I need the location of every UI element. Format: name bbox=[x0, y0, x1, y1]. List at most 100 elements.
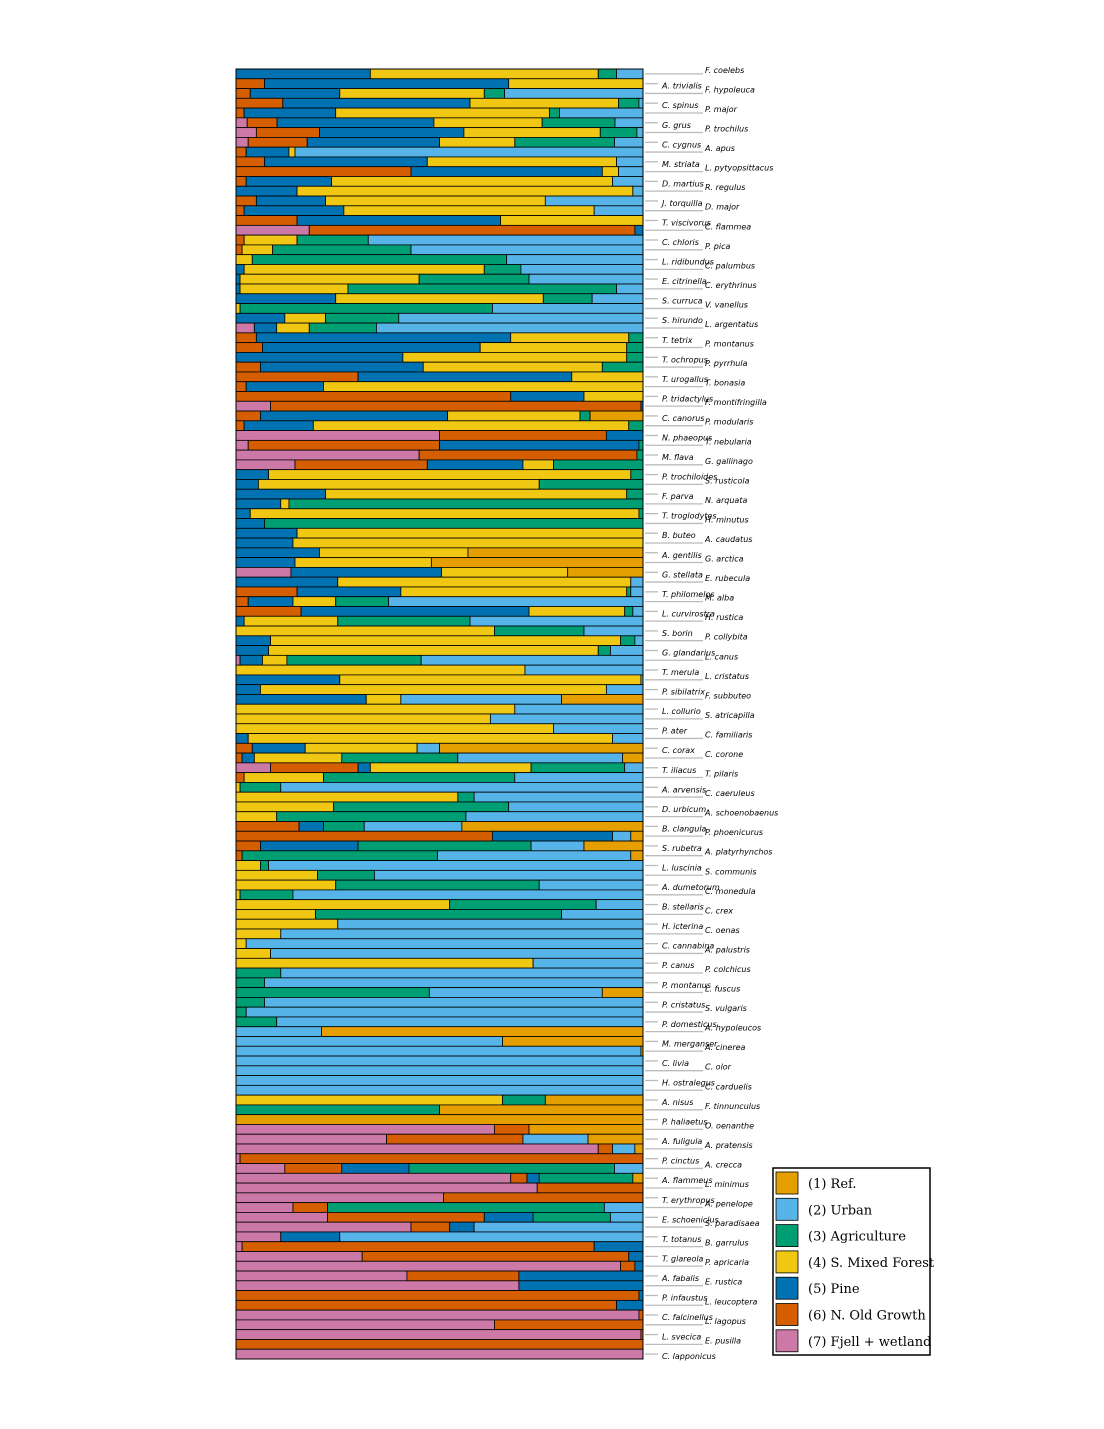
bar-segment bbox=[583, 625, 644, 637]
bar-segment bbox=[599, 127, 638, 138]
legend-label: (1) Ref. bbox=[808, 1177, 857, 1192]
bar-segment bbox=[335, 879, 540, 891]
bar-segment bbox=[616, 68, 644, 80]
bar-segment bbox=[235, 166, 412, 177]
species-label: P. modularis bbox=[705, 418, 753, 427]
species-label: A. schoenobaenus bbox=[704, 809, 778, 818]
bar-segment bbox=[251, 742, 306, 754]
bar-segment bbox=[245, 381, 324, 392]
bar-segment bbox=[634, 224, 644, 236]
bar-segment bbox=[235, 762, 271, 774]
species-label: T. tetrix bbox=[662, 336, 693, 345]
bar-segment bbox=[620, 635, 636, 646]
bar-segment bbox=[235, 596, 249, 607]
bar-segment bbox=[235, 557, 296, 568]
bar-segment bbox=[335, 596, 390, 607]
bar-segment bbox=[630, 830, 644, 842]
bar-segment bbox=[235, 518, 265, 529]
bar-segment bbox=[235, 664, 526, 676]
species-label: A. platyrhynchos bbox=[704, 848, 772, 857]
bar-segment bbox=[634, 1143, 644, 1155]
bar-segment bbox=[286, 654, 422, 666]
bar-segment bbox=[632, 606, 644, 617]
bar-segment bbox=[235, 1309, 640, 1321]
bar-segment bbox=[264, 518, 644, 529]
bar-segment bbox=[591, 293, 644, 304]
bar-segment bbox=[235, 997, 265, 1008]
species-label: T. urogallus bbox=[662, 375, 708, 384]
bar-segment bbox=[235, 899, 451, 910]
species-label: G. glandarius bbox=[662, 648, 715, 657]
species-label: P. tridactylus bbox=[662, 394, 713, 403]
bar-segment bbox=[312, 420, 630, 431]
bar-segment bbox=[553, 723, 644, 734]
bar-segment bbox=[260, 410, 449, 422]
bar-segment bbox=[603, 1202, 644, 1213]
species-label: M. alba bbox=[705, 594, 734, 603]
bar-segment bbox=[630, 576, 644, 588]
bar-segment bbox=[316, 869, 375, 881]
species-label: E. rubecula bbox=[705, 574, 750, 583]
species-label: D. martius bbox=[662, 179, 704, 188]
bar-segment bbox=[235, 948, 271, 959]
bar-segment bbox=[235, 752, 243, 764]
bar-segment bbox=[579, 410, 591, 422]
species-label: L. canus bbox=[705, 652, 738, 661]
species-label: S. paradisaea bbox=[705, 1219, 760, 1228]
species-label: M. flava bbox=[662, 453, 694, 462]
bar-segment bbox=[235, 1202, 294, 1213]
bar-segment bbox=[571, 371, 644, 383]
bar-segment bbox=[235, 1075, 644, 1086]
species-label: T. viscivorus bbox=[662, 218, 711, 227]
bar-segment bbox=[601, 166, 619, 177]
plot-frame bbox=[235, 68, 644, 1360]
bar-segment bbox=[235, 625, 495, 637]
species-label: P. pica bbox=[705, 242, 731, 251]
bar-segment bbox=[239, 273, 420, 285]
bar-segment bbox=[343, 205, 595, 216]
legend-label: (2) Urban bbox=[808, 1203, 873, 1218]
bar-segment bbox=[514, 703, 644, 715]
bar-segment bbox=[296, 234, 369, 246]
bar-segment bbox=[532, 957, 644, 969]
bar-segment bbox=[235, 185, 298, 197]
species-label: F. subbuteo bbox=[705, 691, 751, 700]
species-label: A. gentilis bbox=[661, 551, 702, 560]
bar-segment bbox=[235, 938, 247, 949]
bar-segment bbox=[538, 1172, 634, 1184]
bar-segment bbox=[636, 127, 644, 138]
bar-segment bbox=[553, 459, 644, 471]
species-label: B. stellaris bbox=[662, 903, 704, 912]
species-label: T. troglodytes bbox=[662, 512, 717, 521]
bar-segment bbox=[510, 332, 630, 344]
bar-segment bbox=[469, 97, 619, 109]
bar-segment bbox=[439, 430, 607, 441]
bar-segment bbox=[239, 283, 349, 295]
bar-segment bbox=[235, 703, 516, 715]
bar-segment bbox=[357, 371, 573, 383]
bar-segment bbox=[235, 840, 261, 852]
species-label: F. tinnunculus bbox=[705, 1102, 760, 1111]
bar-segment bbox=[235, 127, 257, 138]
species-label: E. rustica bbox=[705, 1278, 742, 1287]
species-label: S. borin bbox=[662, 629, 693, 638]
bar-segment bbox=[548, 107, 560, 119]
bar-segment bbox=[235, 1124, 495, 1135]
bar-segment bbox=[400, 586, 628, 598]
bar-segment bbox=[618, 97, 640, 109]
legend: (1) Ref. (2) Urban (3) Agriculture (4) S. M… bbox=[772, 1167, 935, 1356]
species-label: S. atricapilla bbox=[705, 711, 755, 720]
bar-segment bbox=[243, 615, 339, 627]
bar-segment bbox=[235, 860, 261, 871]
bar-segment bbox=[268, 645, 599, 656]
bar-segment bbox=[500, 215, 644, 226]
bar-segment bbox=[418, 449, 638, 461]
bar-segment bbox=[235, 1251, 363, 1262]
bar-segment bbox=[492, 830, 613, 842]
bar-segment bbox=[437, 850, 632, 861]
legend-swatch bbox=[775, 1250, 799, 1274]
species-label: S. hirundo bbox=[662, 316, 703, 325]
species-label: L. cristatus bbox=[705, 672, 749, 681]
bar-segment bbox=[323, 381, 644, 392]
bar-segment bbox=[235, 146, 247, 158]
